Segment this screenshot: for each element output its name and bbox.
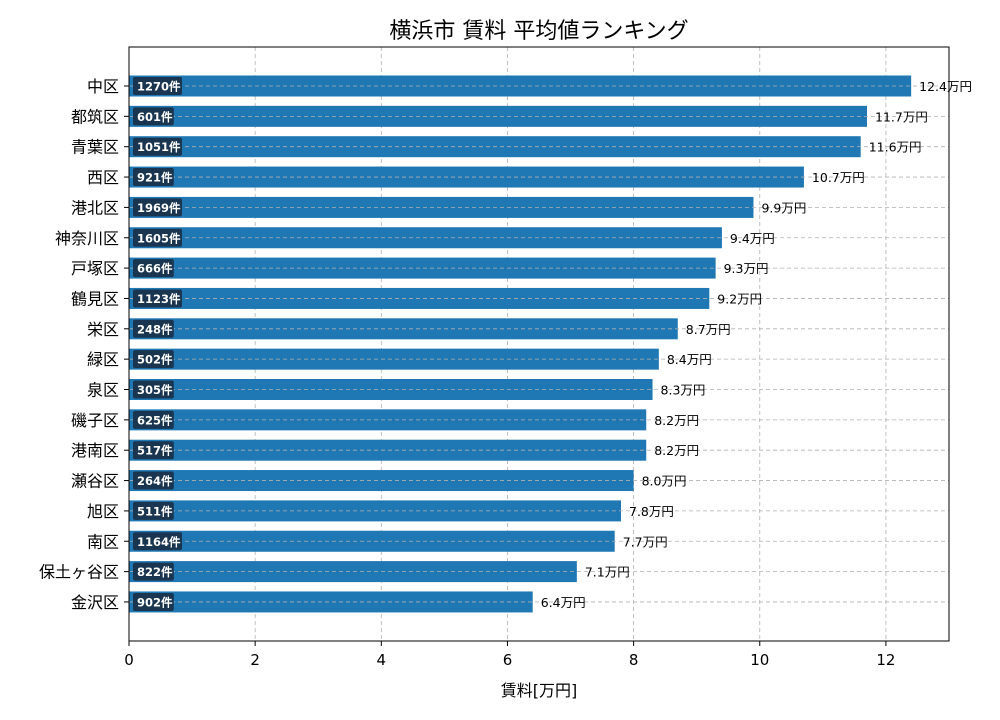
count-badge	[133, 471, 174, 490]
count-label: 511件	[137, 504, 173, 518]
count-label: 248件	[137, 322, 173, 336]
count-badge	[133, 562, 174, 581]
x-tick-label: 2	[250, 651, 260, 669]
value-label: 9.9万円	[761, 200, 806, 215]
count-label: 305件	[137, 383, 173, 397]
bar	[129, 257, 716, 279]
count-label: 1164件	[137, 535, 181, 549]
category-label: 泉区	[87, 381, 119, 400]
count-label: 502件	[137, 353, 173, 367]
value-label: 7.1万円	[585, 565, 630, 580]
bar	[129, 591, 533, 613]
bar	[129, 439, 647, 461]
count-label: 601件	[137, 110, 173, 124]
value-label: 10.7万円	[812, 170, 865, 185]
x-axis-label: 賃料[万円]	[501, 681, 578, 700]
count-badge	[133, 532, 182, 551]
category-label: 旭区	[87, 502, 119, 521]
bar	[129, 561, 577, 583]
category-label: 中区	[87, 77, 119, 96]
count-badge	[133, 77, 182, 95]
count-badge	[133, 319, 174, 338]
count-label: 1123件	[137, 292, 181, 306]
category-label: 緑区	[87, 350, 119, 369]
category-label: 神奈川区	[55, 229, 119, 248]
axes: 0 2 4 6 8 10 12 中区都筑区青葉区西区港北区神奈川区戸塚区鶴見区栄区緑区泉区磯子…	[39, 77, 895, 669]
count-label: 625件	[137, 413, 173, 427]
count-badge	[133, 380, 174, 399]
count-label: 1969件	[137, 201, 181, 215]
category-label: 西区	[87, 168, 119, 187]
count-label: 666件	[137, 262, 173, 276]
count-badge	[133, 289, 182, 308]
count-badge	[133, 107, 174, 126]
bar	[129, 409, 647, 431]
category-label: 瀬谷区	[71, 472, 119, 491]
x-tick-label: 6	[503, 651, 513, 669]
x-tick-label: 0	[124, 651, 134, 669]
count-badge	[133, 350, 174, 369]
value-label: 8.3万円	[661, 383, 706, 398]
value-label: 11.7万円	[875, 109, 928, 124]
value-label: 9.3万円	[724, 261, 769, 276]
count-label: 517件	[137, 444, 173, 458]
value-label: 8.2万円	[654, 413, 699, 428]
bar	[129, 75, 912, 97]
value-label: 8.4万円	[667, 352, 712, 367]
bars: 1270件 12.4万円 601件 11.7万円 1051件 11.6万円 921件 10.7…	[129, 75, 972, 613]
count-badge	[133, 410, 174, 429]
x-tick-label: 4	[377, 651, 387, 669]
value-label: 6.4万円	[541, 595, 586, 610]
bar	[129, 196, 754, 218]
value-label: 12.4万円	[919, 79, 972, 94]
value-label: 9.4万円	[730, 231, 775, 246]
plot-frame	[128, 46, 950, 642]
category-label: 港北区	[71, 198, 119, 217]
count-label: 1605件	[137, 231, 181, 245]
count-label: 902件	[137, 595, 173, 609]
count-label: 822件	[137, 565, 173, 579]
value-label: 8.7万円	[686, 322, 731, 337]
value-label: 8.0万円	[642, 474, 687, 489]
value-label: 8.2万円	[654, 443, 699, 458]
count-badge	[133, 137, 182, 156]
category-label: 保土ヶ谷区	[39, 563, 119, 582]
category-label: 南区	[87, 532, 119, 551]
count-badge	[133, 441, 174, 460]
count-badge	[133, 228, 182, 247]
value-label: 11.6万円	[869, 140, 922, 155]
category-label: 磯子区	[71, 411, 119, 430]
chart-title: 横浜市 賃料 平均値ランキング	[389, 19, 688, 44]
count-badge	[133, 592, 174, 611]
category-label: 青葉区	[71, 138, 119, 157]
count-label: 1051件	[137, 140, 181, 154]
bar	[129, 348, 659, 370]
category-label: 金沢区	[71, 593, 119, 612]
x-tick-label: 12	[876, 651, 895, 669]
bar	[129, 105, 867, 127]
x-tick-label: 8	[629, 651, 639, 669]
category-label: 栄区	[87, 320, 119, 339]
x-tick-label: 10	[750, 651, 769, 669]
grid	[129, 47, 949, 641]
count-badge	[133, 259, 174, 278]
category-label: 都筑区	[71, 107, 119, 126]
value-label: 7.8万円	[629, 504, 674, 519]
value-label: 7.7万円	[623, 534, 668, 549]
bar	[129, 530, 615, 552]
category-label: 戸塚区	[71, 259, 119, 278]
category-label: 港南区	[71, 441, 119, 460]
count-badge	[133, 501, 174, 520]
count-label: 921件	[137, 171, 173, 185]
category-label: 鶴見区	[71, 289, 119, 308]
count-label: 1270件	[137, 80, 181, 94]
value-label: 9.2万円	[717, 291, 762, 306]
count-badge	[133, 198, 182, 217]
count-label: 264件	[137, 474, 173, 488]
count-badge	[133, 168, 174, 187]
